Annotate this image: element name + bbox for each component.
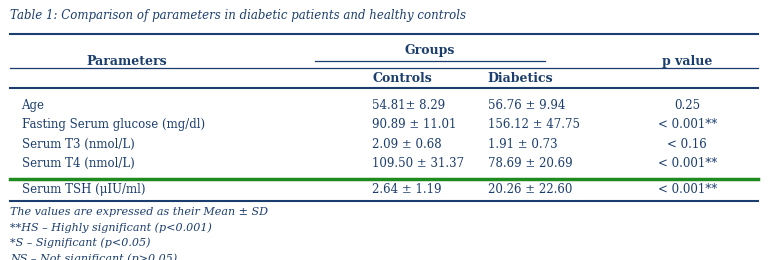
Text: Diabetics: Diabetics: [488, 72, 553, 84]
Text: The values are expressed as their Mean ± SD: The values are expressed as their Mean ±…: [10, 207, 268, 217]
Text: 0.25: 0.25: [674, 99, 700, 112]
Text: Table 1: Comparison of parameters in diabetic patients and healthy controls: Table 1: Comparison of parameters in dia…: [10, 9, 466, 22]
Text: Age: Age: [22, 99, 45, 112]
Text: NS – Not significant (p>0.05): NS – Not significant (p>0.05): [10, 254, 177, 260]
Text: p value: p value: [662, 55, 713, 68]
Text: 90.89 ± 11.01: 90.89 ± 11.01: [372, 118, 457, 131]
Text: < 0.001**: < 0.001**: [657, 183, 717, 196]
Text: 54.81± 8.29: 54.81± 8.29: [372, 99, 445, 112]
Text: Groups: Groups: [405, 44, 455, 57]
Text: **HS – Highly significant (p<0.001): **HS – Highly significant (p<0.001): [10, 222, 212, 233]
Text: < 0.16: < 0.16: [667, 138, 707, 151]
Text: *S – Significant (p<0.05): *S – Significant (p<0.05): [10, 238, 151, 249]
Text: Parameters: Parameters: [87, 55, 167, 68]
Text: 2.64 ± 1.19: 2.64 ± 1.19: [372, 183, 442, 196]
Text: 1.91 ± 0.73: 1.91 ± 0.73: [488, 138, 558, 151]
Text: 156.12 ± 47.75: 156.12 ± 47.75: [488, 118, 580, 131]
Text: Serum TSH (μIU/ml): Serum TSH (μIU/ml): [22, 183, 145, 196]
Text: < 0.001**: < 0.001**: [657, 157, 717, 170]
Text: 20.26 ± 22.60: 20.26 ± 22.60: [488, 183, 572, 196]
Text: Fasting Serum glucose (mg/dl): Fasting Serum glucose (mg/dl): [22, 118, 204, 131]
Text: < 0.001**: < 0.001**: [657, 118, 717, 131]
Text: 2.09 ± 0.68: 2.09 ± 0.68: [372, 138, 442, 151]
Text: Controls: Controls: [372, 72, 432, 84]
Text: 78.69 ± 20.69: 78.69 ± 20.69: [488, 157, 572, 170]
Text: Serum T3 (nmol/L): Serum T3 (nmol/L): [22, 138, 134, 151]
Text: Serum T4 (nmol/L): Serum T4 (nmol/L): [22, 157, 134, 170]
Text: 56.76 ± 9.94: 56.76 ± 9.94: [488, 99, 565, 112]
Text: 109.50 ± 31.37: 109.50 ± 31.37: [372, 157, 465, 170]
